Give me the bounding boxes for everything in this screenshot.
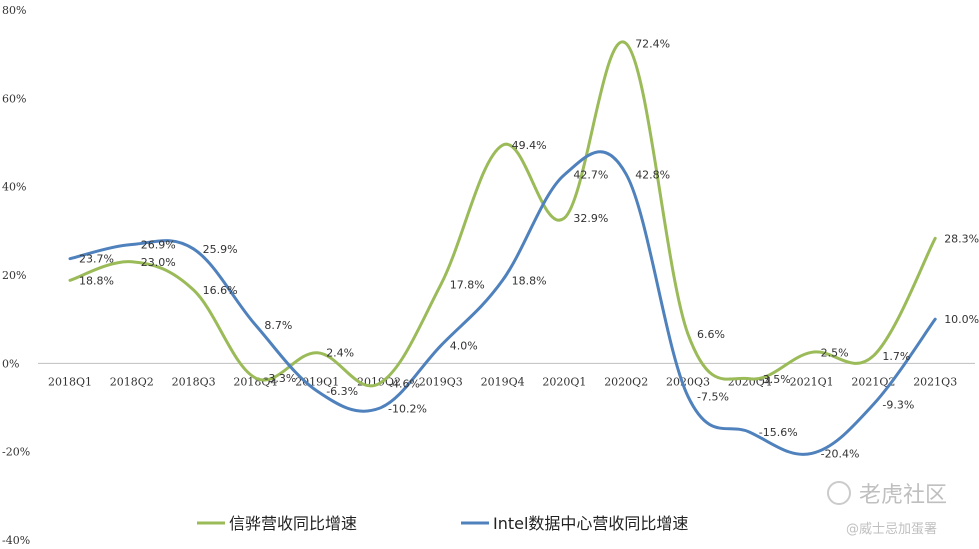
data-label-intel: -15.6%	[759, 426, 798, 439]
y-tick-label: 0%	[2, 357, 19, 370]
data-labels: 18.8% 23.0% 16.6% -3.3% 2.4% -4.6% 17.8% 49.4% 3…	[79, 38, 979, 461]
y-tick-label: 60%	[2, 92, 26, 105]
data-label-intel: 23.7%	[79, 253, 114, 266]
data-label-intel: -7.5%	[697, 390, 729, 403]
x-axis: 2018Q1 2018Q2 2018Q3 2018Q4 2019Q1 2019Q2 2019…	[48, 375, 957, 388]
data-label-intel: 8.7%	[264, 319, 292, 332]
data-label-intel: 25.9%	[203, 243, 238, 256]
data-label-xinhua: 2.5%	[821, 346, 849, 359]
x-tick-label: 2018Q1	[48, 375, 92, 388]
y-axis: 80% 60% 40% 20% 0% -20% -40%	[2, 4, 30, 547]
data-label-intel: -9.3%	[882, 398, 914, 411]
data-label-xinhua: -4.6%	[388, 378, 420, 391]
watermark-title: 老虎社区	[859, 483, 947, 508]
series-line-intel	[68, 150, 937, 456]
data-label-intel: 26.9%	[141, 239, 176, 252]
data-label-xinhua: -3.3%	[264, 372, 296, 385]
data-label-xinhua: 72.4%	[635, 38, 670, 51]
legend: 信骅营收同比增速 Intel数据中心营收同比增速	[197, 514, 688, 533]
y-tick-label: 40%	[2, 181, 26, 194]
data-label-intel: -10.2%	[388, 402, 427, 415]
data-label-xinhua: 1.7%	[882, 350, 910, 363]
data-label-xinhua: 16.6%	[203, 284, 238, 297]
watermark-logo-icon	[827, 481, 851, 505]
legend-label-xinhua: 信骅营收同比增速	[229, 514, 357, 533]
x-tick-label: 2019Q3	[419, 375, 463, 388]
x-tick-label: 2020Q2	[604, 375, 648, 388]
data-label-intel: -6.3%	[326, 385, 358, 398]
x-tick-label: 2018Q2	[110, 375, 154, 388]
data-label-xinhua: 28.3%	[944, 232, 979, 245]
legend-label-intel: Intel数据中心营收同比增速	[493, 514, 688, 533]
data-label-xinhua: 6.6%	[697, 328, 725, 341]
data-label-intel: 42.8%	[635, 168, 670, 181]
watermark: 老虎社区 @威士忌加蛋署	[827, 481, 947, 537]
x-tick-label: 2018Q3	[172, 375, 216, 388]
y-tick-label: 20%	[2, 269, 26, 282]
data-label-intel: 4.0%	[450, 340, 478, 353]
data-label-xinhua: 18.8%	[79, 274, 114, 287]
y-tick-label: -20%	[2, 446, 30, 459]
x-tick-label: 2019Q1	[295, 375, 339, 388]
y-tick-label: 80%	[2, 4, 26, 17]
series-lines	[68, 40, 937, 456]
watermark-handle: @威士忌加蛋署	[846, 522, 937, 537]
data-label-xinhua: 23.0%	[141, 256, 176, 269]
x-tick-label: 2019Q4	[481, 375, 525, 388]
x-tick-label: 2021Q1	[790, 375, 834, 388]
x-tick-label: 2021Q3	[913, 375, 957, 388]
data-label-xinhua: 32.9%	[573, 212, 608, 225]
data-label-intel: -20.4%	[821, 447, 860, 460]
series-line-xinhua	[68, 40, 937, 388]
y-tick-label: -40%	[2, 534, 30, 547]
x-tick-label: 2020Q1	[542, 375, 586, 388]
data-label-xinhua: -3.5%	[759, 373, 791, 386]
data-label-intel: 42.7%	[573, 169, 608, 182]
data-label-xinhua: 49.4%	[512, 139, 547, 152]
x-tick-label: 2020Q3	[666, 375, 710, 388]
x-tick-label: 2021Q2	[851, 375, 895, 388]
data-label-intel: 18.8%	[512, 274, 547, 287]
data-label-xinhua: 17.8%	[450, 279, 485, 292]
data-label-intel: 10.0%	[944, 313, 979, 326]
data-label-xinhua: 2.4%	[326, 347, 354, 360]
